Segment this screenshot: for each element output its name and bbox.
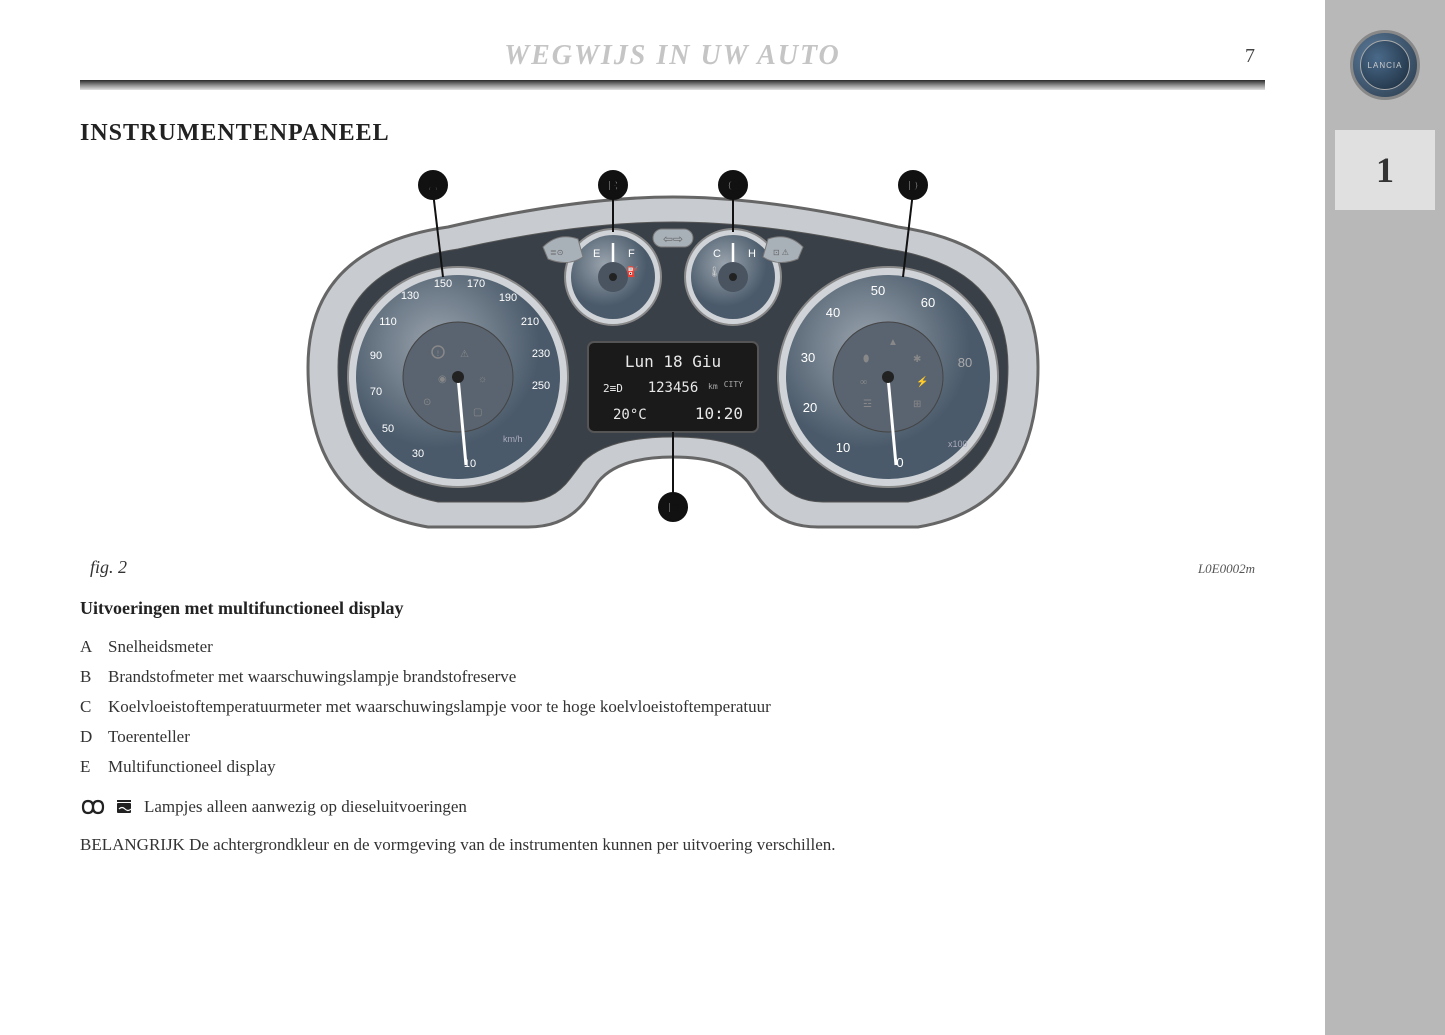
display-clock: 10:20 — [694, 404, 742, 423]
svg-text:⇦⇨: ⇦⇨ — [663, 232, 683, 246]
svg-text:≣⊙: ≣⊙ — [550, 248, 563, 257]
water-in-fuel-icon — [114, 797, 136, 817]
display-line1: Lun 18 Giu — [624, 352, 720, 371]
svg-text:km/h: km/h — [503, 434, 523, 444]
dashboard-figure: 10 30 50 70 90 110 130 150 170 190 210 2… — [80, 167, 1265, 547]
important-note: BELANGRIJK De achtergrondkleur en de vor… — [80, 835, 1265, 855]
svg-text:80: 80 — [957, 355, 971, 370]
svg-text:170: 170 — [466, 278, 484, 290]
important-label: BELANGRIJK — [80, 835, 189, 854]
svg-text:40: 40 — [825, 305, 839, 320]
svg-text:230: 230 — [531, 348, 549, 360]
svg-text:☼: ☼ — [478, 374, 487, 385]
svg-text:⊞: ⊞ — [913, 399, 921, 410]
svg-text:110: 110 — [379, 316, 397, 328]
page: WEGWIJS IN UW AUTO 7 INSTRUMENTENPANEEL … — [0, 0, 1445, 1035]
svg-text:✱: ✱ — [913, 354, 921, 365]
svg-text:⬮: ⬮ — [863, 354, 869, 365]
brand-logo-text: LANCIA — [1360, 40, 1410, 90]
callout-b: B — [607, 178, 619, 195]
callout-c: C — [727, 178, 739, 195]
svg-text:H: H — [748, 248, 756, 260]
chapter-tab: 1 — [1335, 130, 1435, 210]
legend-item: BBrandstofmeter met waarschuwingslampje … — [80, 667, 1265, 687]
legend-item: CKoelvloeistoftemperatuurmeter met waars… — [80, 697, 1265, 717]
legend-list: ASnelheidsmeter BBrandstofmeter met waar… — [80, 637, 1265, 777]
display-odo-unit: km — [708, 382, 718, 391]
figure-label: fig. 2 — [90, 557, 127, 578]
figure-caption-row: fig. 2 L0E0002m — [80, 557, 1265, 578]
svg-text:50: 50 — [870, 283, 884, 298]
svg-text:130: 130 — [400, 290, 418, 302]
figure-code: L0E0002m — [1198, 561, 1255, 577]
subtitle: Uitvoeringen met multifunctioneel displa… — [80, 598, 1265, 619]
svg-text:F: F — [628, 248, 635, 260]
svg-text:190: 190 — [498, 292, 516, 304]
display-temp: 20°C — [613, 407, 647, 423]
display-odo: 123456 — [647, 380, 698, 396]
svg-text:20: 20 — [802, 400, 816, 415]
important-text: De achtergrondkleur en de vormgeving van… — [189, 835, 835, 854]
callout-d: D — [907, 178, 919, 195]
svg-text:∞: ∞ — [860, 377, 867, 388]
svg-text:⚡: ⚡ — [916, 375, 928, 388]
callout-e: E — [667, 500, 678, 517]
svg-text:250: 250 — [531, 380, 549, 392]
svg-text:10: 10 — [835, 440, 849, 455]
svg-text:60: 60 — [920, 295, 934, 310]
section-title: INSTRUMENTENPANEEL — [80, 120, 1265, 147]
legend-item: DToerenteller — [80, 727, 1265, 747]
svg-text:x100: x100 — [948, 439, 968, 449]
display-gear: 2≡D — [603, 382, 623, 395]
header-divider — [80, 80, 1265, 90]
svg-text:50: 50 — [381, 423, 393, 435]
page-number: 7 — [1245, 45, 1255, 68]
svg-text:70: 70 — [369, 386, 381, 398]
svg-text:!: ! — [436, 349, 439, 358]
svg-text:◉: ◉ — [438, 374, 447, 385]
svg-text:C: C — [713, 248, 721, 260]
glow-plug-icon — [80, 797, 106, 817]
svg-text:0: 0 — [896, 455, 903, 470]
dashboard-illustration: 10 30 50 70 90 110 130 150 170 190 210 2… — [248, 167, 1098, 547]
diesel-note-text: Lampjes alleen aanwezig op dieseluitvoer… — [144, 797, 467, 817]
chapter-title: WEGWIJS IN UW AUTO — [80, 40, 1265, 72]
sidebar: LANCIA 1 — [1325, 0, 1445, 1035]
svg-text:⚠: ⚠ — [460, 349, 469, 360]
svg-text:210: 210 — [520, 316, 538, 328]
display-mode: CITY — [723, 380, 742, 389]
legend-item: EMultifunctioneel display — [80, 757, 1265, 777]
brand-logo: LANCIA — [1350, 30, 1420, 100]
main-content: WEGWIJS IN UW AUTO 7 INSTRUMENTENPANEEL … — [0, 0, 1325, 1035]
svg-text:☲: ☲ — [863, 399, 872, 410]
svg-text:30: 30 — [800, 350, 814, 365]
svg-text:E: E — [593, 248, 600, 260]
svg-text:▲: ▲ — [888, 337, 898, 348]
svg-text:⊡ ⚠: ⊡ ⚠ — [773, 248, 789, 257]
legend-item: ASnelheidsmeter — [80, 637, 1265, 657]
callout-a: A — [427, 178, 439, 195]
diesel-note: Lampjes alleen aanwezig op dieseluitvoer… — [80, 797, 1265, 817]
svg-text:150: 150 — [433, 278, 451, 290]
svg-text:90: 90 — [369, 350, 381, 362]
svg-text:▢: ▢ — [473, 407, 482, 418]
svg-text:30: 30 — [411, 448, 423, 460]
svg-text:⊙: ⊙ — [423, 397, 431, 408]
